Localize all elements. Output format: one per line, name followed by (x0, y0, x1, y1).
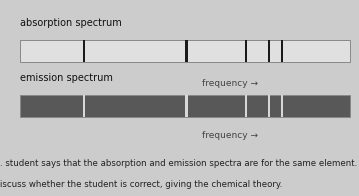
Text: iscuss whether the student is correct, giving the chemical theory.: iscuss whether the student is correct, g… (0, 180, 283, 189)
Bar (268, 40, 270, 62)
Bar (281, 40, 284, 62)
Bar (245, 95, 247, 117)
Bar (83, 95, 85, 117)
Bar (268, 95, 270, 117)
Text: frequency →: frequency → (202, 79, 258, 88)
Text: . student says that the absorption and emission spectra are for the same element: . student says that the absorption and e… (0, 159, 357, 168)
Bar (20, 95, 350, 117)
Bar (185, 95, 188, 117)
Bar (83, 40, 85, 62)
Bar (185, 40, 188, 62)
Bar (245, 40, 247, 62)
Text: absorption spectrum: absorption spectrum (20, 18, 121, 28)
Text: frequency →: frequency → (202, 131, 258, 140)
Text: emission spectrum: emission spectrum (20, 73, 113, 83)
Bar (20, 40, 350, 62)
Bar (281, 95, 284, 117)
